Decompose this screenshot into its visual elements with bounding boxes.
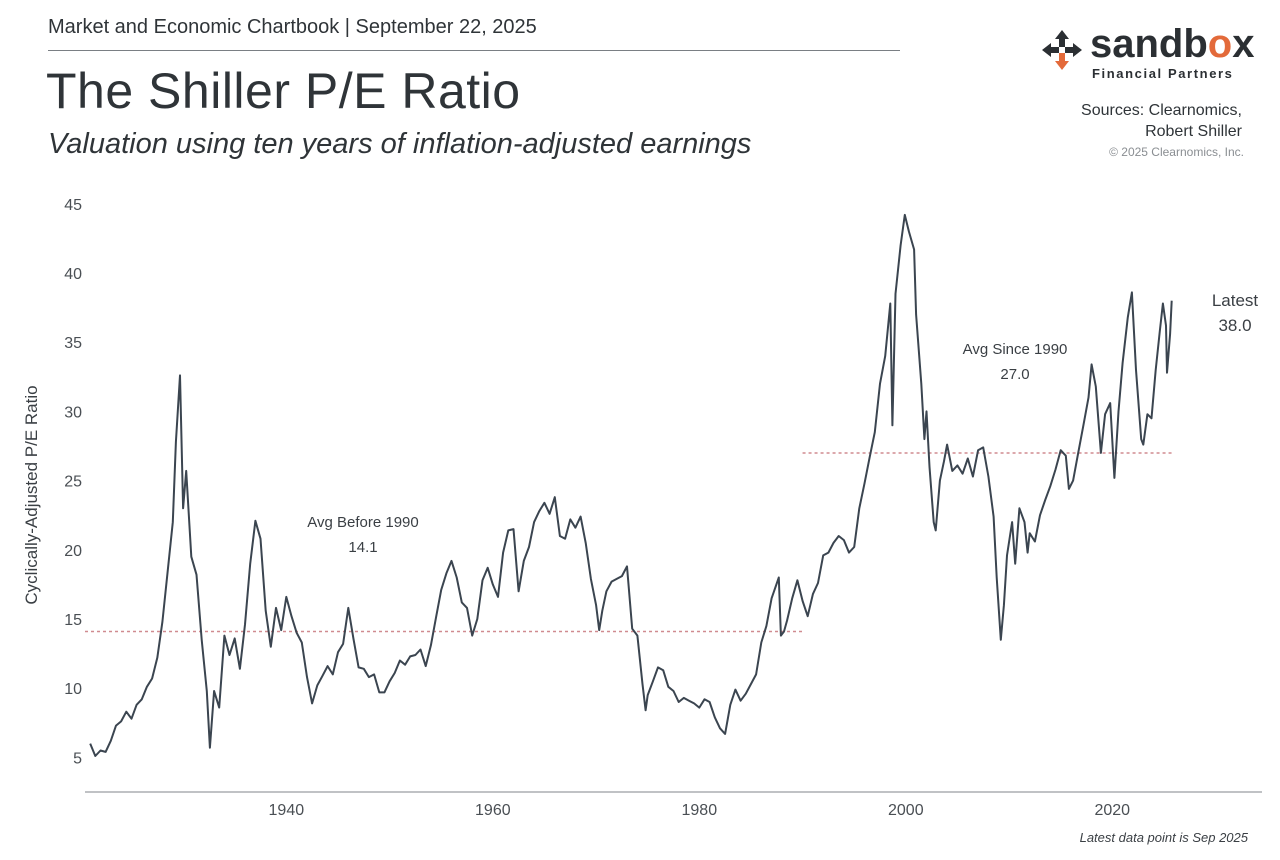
- brand-wordmark: sandbox: [1090, 22, 1255, 66]
- y-tick-label: 5: [73, 750, 82, 767]
- compass-arrows-icon: [1042, 30, 1082, 70]
- latest-label: Latest: [1212, 291, 1259, 310]
- latest-data-footnote: Latest data point is Sep 2025: [1079, 830, 1248, 845]
- sources-note: Sources: Clearnomics, Robert Shiller: [1081, 100, 1242, 142]
- brand-logo: sandbox Financial Partners: [1040, 22, 1254, 84]
- y-tick-label: 15: [64, 612, 82, 629]
- latest-value: 38.0: [1218, 316, 1251, 335]
- avg-since-1990-value: 27.0: [1000, 366, 1029, 383]
- avg-before-1990-label: Avg Before 1990: [307, 514, 418, 531]
- x-axis-ticks: 1940 1960 1980 2000 2020: [269, 802, 1131, 819]
- header-divider: [48, 50, 900, 51]
- average-lines: [85, 452, 1172, 633]
- x-tick-label: 2000: [888, 802, 924, 819]
- avg-since-1990-label: Avg Since 1990: [963, 341, 1068, 358]
- y-tick-label: 35: [64, 335, 82, 352]
- chartbook-header: Market and Economic Chartbook | Septembe…: [48, 16, 537, 38]
- x-tick-label: 1940: [269, 802, 305, 819]
- copyright-note: © 2025 Clearnomics, Inc.: [1109, 145, 1244, 159]
- brand-tagline: Financial Partners: [1092, 66, 1234, 81]
- page-title: The Shiller P/E Ratio: [46, 63, 521, 119]
- y-tick-label: 25: [64, 474, 82, 491]
- y-axis-label: Cyclically-Adjusted P/E Ratio: [22, 385, 41, 604]
- x-tick-label: 1960: [475, 802, 511, 819]
- y-tick-label: 20: [64, 543, 82, 560]
- y-tick-label: 40: [64, 266, 82, 283]
- sources-line-1: Sources: Clearnomics,: [1081, 102, 1242, 119]
- y-axis-ticks: 5 10 15 20 25 30 35 40 45: [64, 197, 82, 768]
- y-tick-label: 10: [64, 681, 82, 698]
- x-tick-label: 2020: [1094, 802, 1130, 819]
- x-tick-label: 1980: [682, 802, 718, 819]
- y-tick-label: 45: [64, 197, 82, 214]
- series-line-cape: [89, 213, 1173, 757]
- avg-before-1990-value: 14.1: [348, 539, 377, 556]
- page-subtitle: Valuation using ten years of inflation-a…: [48, 128, 752, 160]
- y-tick-label: 30: [64, 404, 82, 421]
- sources-line-2: Robert Shiller: [1145, 123, 1242, 140]
